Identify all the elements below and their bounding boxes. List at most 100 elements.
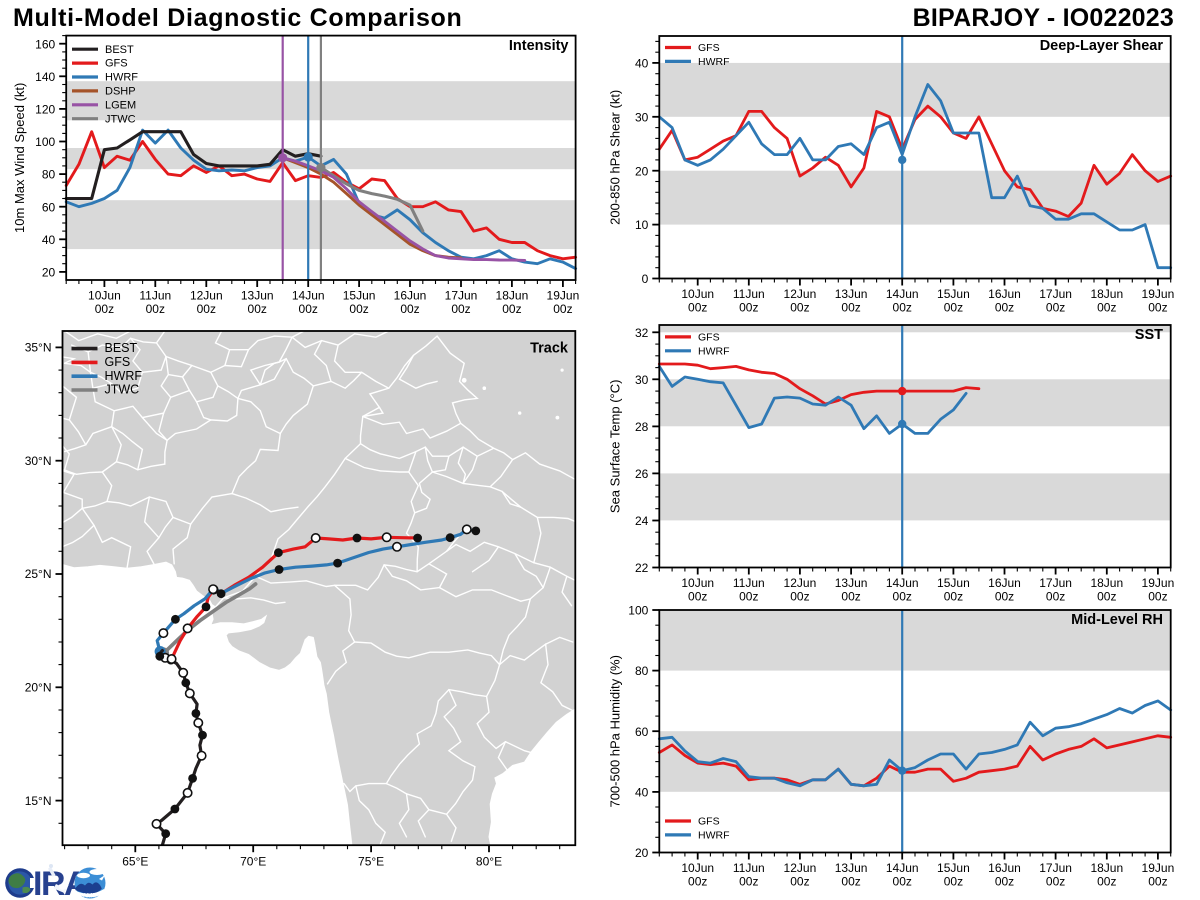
svg-text:00z: 00z bbox=[893, 875, 912, 889]
svg-text:15Jun: 15Jun bbox=[937, 576, 970, 590]
svg-text:200-850 hPa Shear (kt): 200-850 hPa Shear (kt) bbox=[608, 90, 623, 225]
svg-text:00z: 00z bbox=[944, 590, 963, 604]
svg-text:00z: 00z bbox=[995, 301, 1014, 315]
svg-text:Track: Track bbox=[530, 341, 569, 357]
svg-text:00z: 00z bbox=[1097, 301, 1116, 315]
svg-text:100: 100 bbox=[35, 135, 55, 149]
svg-text:18Jun: 18Jun bbox=[1090, 576, 1123, 590]
svg-text:19Jun: 19Jun bbox=[1142, 287, 1175, 301]
svg-text:16Jun: 16Jun bbox=[988, 576, 1021, 590]
svg-text:00z: 00z bbox=[502, 302, 521, 316]
svg-text:00z: 00z bbox=[1046, 301, 1065, 315]
svg-text:00z: 00z bbox=[299, 302, 318, 316]
svg-text:10Jun: 10Jun bbox=[681, 576, 714, 590]
svg-text:Multi-Model Diagnostic Compari: Multi-Model Diagnostic Comparison bbox=[13, 4, 463, 32]
svg-text:0: 0 bbox=[642, 272, 649, 286]
svg-text:26: 26 bbox=[635, 467, 649, 481]
svg-text:20: 20 bbox=[635, 846, 649, 860]
svg-text:15Jun: 15Jun bbox=[937, 287, 970, 301]
svg-text:GFS: GFS bbox=[698, 332, 720, 344]
svg-text:00z: 00z bbox=[349, 302, 368, 316]
svg-text:SST: SST bbox=[1135, 327, 1163, 343]
svg-text:17Jun: 17Jun bbox=[1039, 287, 1072, 301]
svg-text:00z: 00z bbox=[944, 875, 963, 889]
svg-text:30: 30 bbox=[635, 110, 649, 124]
svg-text:GFS: GFS bbox=[105, 58, 128, 70]
svg-text:12Jun: 12Jun bbox=[784, 861, 817, 875]
svg-text:00z: 00z bbox=[893, 301, 912, 315]
svg-text:160: 160 bbox=[35, 37, 55, 51]
svg-text:11Jun: 11Jun bbox=[733, 576, 765, 590]
svg-text:140: 140 bbox=[35, 70, 55, 84]
svg-text:75°E: 75°E bbox=[358, 855, 384, 869]
svg-text:17Jun: 17Jun bbox=[1039, 861, 1072, 875]
svg-text:19Jun: 19Jun bbox=[1142, 861, 1175, 875]
svg-text:19Jun: 19Jun bbox=[547, 289, 580, 303]
svg-text:00z: 00z bbox=[451, 302, 470, 316]
svg-text:14Jun: 14Jun bbox=[886, 287, 919, 301]
svg-text:30: 30 bbox=[635, 373, 649, 387]
svg-text:10Jun: 10Jun bbox=[88, 289, 121, 303]
svg-text:BEST: BEST bbox=[105, 44, 134, 56]
svg-text:00z: 00z bbox=[1046, 590, 1065, 604]
svg-text:40: 40 bbox=[635, 786, 649, 800]
svg-text:17Jun: 17Jun bbox=[1039, 576, 1072, 590]
svg-text:40: 40 bbox=[42, 233, 56, 247]
svg-text:HWRF: HWRF bbox=[698, 830, 730, 842]
svg-text:18Jun: 18Jun bbox=[496, 289, 529, 303]
svg-text:00z: 00z bbox=[688, 590, 707, 604]
svg-text:15Jun: 15Jun bbox=[343, 289, 376, 303]
svg-text:00z: 00z bbox=[944, 301, 963, 315]
svg-text:15Jun: 15Jun bbox=[937, 861, 970, 875]
svg-text:00z: 00z bbox=[841, 301, 860, 315]
svg-text:00z: 00z bbox=[146, 302, 165, 316]
svg-text:00z: 00z bbox=[95, 302, 114, 316]
svg-text:00z: 00z bbox=[995, 875, 1014, 889]
svg-text:00z: 00z bbox=[553, 302, 572, 316]
svg-text:16Jun: 16Jun bbox=[988, 861, 1021, 875]
svg-text:00z: 00z bbox=[739, 301, 758, 315]
svg-text:00z: 00z bbox=[790, 301, 809, 315]
svg-text:11Jun: 11Jun bbox=[733, 861, 765, 875]
svg-text:14Jun: 14Jun bbox=[886, 576, 919, 590]
svg-text:Intensity: Intensity bbox=[509, 38, 569, 54]
svg-text:LGEM: LGEM bbox=[105, 99, 136, 111]
svg-text:00z: 00z bbox=[1097, 590, 1116, 604]
svg-text:00z: 00z bbox=[995, 590, 1014, 604]
svg-text:19Jun: 19Jun bbox=[1142, 576, 1175, 590]
svg-text:70°E: 70°E bbox=[240, 855, 266, 869]
svg-text:00z: 00z bbox=[1148, 590, 1167, 604]
svg-text:00z: 00z bbox=[1046, 875, 1065, 889]
svg-text:10Jun: 10Jun bbox=[681, 287, 714, 301]
svg-text:32: 32 bbox=[635, 326, 649, 340]
svg-text:HWRF: HWRF bbox=[105, 369, 143, 383]
svg-text:10: 10 bbox=[635, 218, 649, 232]
svg-text:80°E: 80°E bbox=[476, 855, 502, 869]
svg-text:HWRF: HWRF bbox=[698, 56, 730, 68]
svg-text:Deep-Layer Shear: Deep-Layer Shear bbox=[1040, 38, 1164, 54]
svg-text:12Jun: 12Jun bbox=[784, 576, 817, 590]
svg-text:35°N: 35°N bbox=[25, 341, 52, 355]
svg-text:Sea Surface Temp (°C): Sea Surface Temp (°C) bbox=[608, 380, 623, 514]
svg-text:80: 80 bbox=[42, 168, 56, 182]
svg-text:00z: 00z bbox=[1148, 301, 1167, 315]
svg-text:25°N: 25°N bbox=[25, 567, 52, 581]
svg-text:RAMMB: RAMMB bbox=[78, 893, 102, 900]
svg-text:00z: 00z bbox=[841, 875, 860, 889]
svg-text:40: 40 bbox=[635, 57, 649, 71]
svg-text:GFS: GFS bbox=[698, 42, 720, 54]
svg-text:100: 100 bbox=[628, 604, 648, 618]
svg-text:60: 60 bbox=[42, 200, 56, 214]
svg-text:DSHP: DSHP bbox=[105, 86, 136, 98]
svg-text:00z: 00z bbox=[688, 301, 707, 315]
svg-text:00z: 00z bbox=[248, 302, 267, 316]
svg-text:BEST: BEST bbox=[105, 341, 138, 355]
svg-text:18Jun: 18Jun bbox=[1090, 287, 1123, 301]
svg-text:13Jun: 13Jun bbox=[835, 576, 868, 590]
svg-text:24: 24 bbox=[635, 514, 649, 528]
svg-text:20: 20 bbox=[42, 266, 56, 280]
svg-text:00z: 00z bbox=[1097, 875, 1116, 889]
svg-text:HWRF: HWRF bbox=[105, 72, 138, 84]
svg-text:16Jun: 16Jun bbox=[988, 287, 1021, 301]
svg-text:20: 20 bbox=[635, 164, 649, 178]
